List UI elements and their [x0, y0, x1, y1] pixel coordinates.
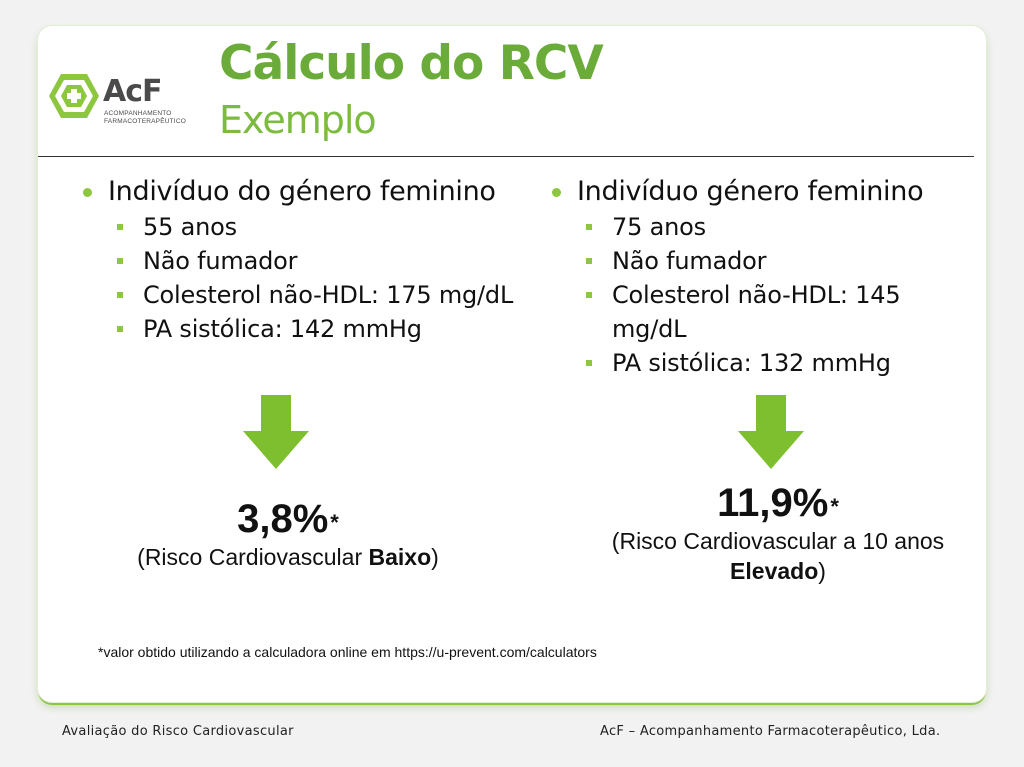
list-item: 75 anos [550, 210, 980, 244]
slide-title: Cálculo do RCV [219, 36, 604, 91]
list-item: Colesterol não-HDL: 145 mg/dL [550, 278, 980, 346]
list-item: PA sistólica: 142 mmHg [81, 312, 531, 346]
right-case: Indivíduo género feminino 75 anos Não fu… [550, 174, 980, 380]
down-arrow-icon [738, 395, 804, 469]
list-item: Não fumador [81, 244, 531, 278]
left-risk-value: 3,8%* [237, 497, 339, 541]
logo-subtitle-line1: ACOMPANHAMENTO [104, 110, 172, 117]
acf-logo-icon [49, 74, 99, 118]
list-item: Colesterol não-HDL: 175 mg/dL [81, 278, 531, 312]
right-case-list: 75 anos Não fumador Colesterol não-HDL: … [550, 210, 980, 380]
logo-subtitle: ACOMPANHAMENTO FARMACOTERAPÊUTICO [104, 110, 194, 126]
right-case-heading: Indivíduo género feminino [550, 174, 980, 210]
list-item: 55 anos [81, 210, 531, 244]
slide: AcF ACOMPANHAMENTO FARMACOTERAPÊUTICO Cá… [38, 26, 986, 702]
left-risk-description: (Risco Cardiovascular Baixo) [137, 544, 439, 570]
left-case-heading: Indivíduo do género feminino [81, 174, 531, 210]
list-item: Não fumador [550, 244, 980, 278]
logo-name: AcF [103, 74, 162, 109]
list-item: PA sistólica: 132 mmHg [550, 346, 980, 380]
title-divider [38, 156, 974, 157]
left-case: Indivíduo do género feminino 55 anos Não… [81, 174, 531, 346]
left-result: 3,8%* (Risco Cardiovascular Baixo) [98, 496, 478, 572]
risk-level: Elevado [730, 558, 819, 584]
slide-subtitle: Exemplo [219, 98, 377, 142]
left-case-list: 55 anos Não fumador Colesterol não-HDL: … [81, 210, 531, 346]
asterisk: * [830, 494, 839, 519]
acf-logo: AcF ACOMPANHAMENTO FARMACOTERAPÊUTICO [48, 72, 198, 132]
logo-subtitle-line2: FARMACOTERAPÊUTICO [104, 118, 186, 125]
asterisk: * [330, 510, 339, 535]
footer-right: AcF – Acompanhamento Farmacoterapêutico,… [600, 724, 941, 739]
down-arrow-icon [243, 395, 309, 469]
footnote: *valor obtido utilizando a calculadora o… [98, 644, 597, 660]
right-risk-description: (Risco Cardiovascular a 10 anos Elevado) [611, 528, 945, 584]
right-risk-value: 11,9%* [717, 481, 839, 525]
risk-level: Baixo [368, 544, 432, 570]
right-result: 11,9%* (Risco Cardiovascular a 10 anos E… [578, 480, 978, 586]
footer-left: Avaliação do Risco Cardiovascular [62, 724, 294, 739]
